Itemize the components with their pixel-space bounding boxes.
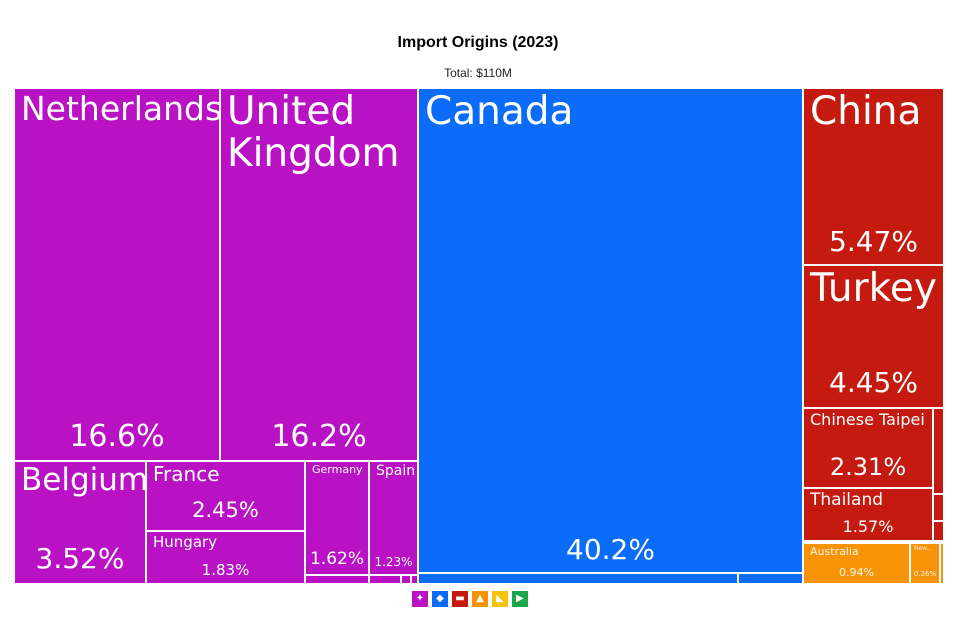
tile-percent: 2.45% xyxy=(192,498,259,522)
treemap-tile-minor[interactable] xyxy=(803,541,944,543)
treemap-tile-minor[interactable] xyxy=(418,573,738,584)
treemap-tile-minor[interactable] xyxy=(940,543,944,584)
treemap-tile-thailand[interactable]: Thailand 1.57% xyxy=(803,488,933,541)
treemap-tile-france[interactable]: France 2.45% xyxy=(146,461,305,531)
tile-label: Chinese Taipei xyxy=(810,410,925,429)
north-america-icon[interactable]: ◆ xyxy=(432,591,448,607)
treemap-tile-australia[interactable]: Australia 0.94% xyxy=(803,543,910,584)
treemap-tile-minor[interactable] xyxy=(305,575,369,584)
treemap-tile-turkey[interactable]: Turkey 4.45% xyxy=(803,265,944,408)
tile-label: United Kingdom xyxy=(227,89,400,177)
tile-percent: 3.52% xyxy=(35,542,125,575)
treemap-tile-minor[interactable] xyxy=(933,521,944,541)
europe-icon[interactable]: ✦ xyxy=(412,591,428,607)
tile-label: Hungary xyxy=(153,533,218,551)
treemap-tile-minor[interactable] xyxy=(738,573,803,584)
region-legend: ✦ ◆ ▬ ▲ ◣ ▶ xyxy=(412,591,528,609)
africa-icon[interactable]: ◣ xyxy=(492,591,508,607)
tile-percent: 1.23% xyxy=(374,555,413,569)
treemap-tile-minor[interactable] xyxy=(411,575,418,584)
treemap-tile-minor[interactable] xyxy=(369,575,401,584)
tile-percent: 2.31% xyxy=(829,453,907,481)
treemap-tile-united-kingdom[interactable]: United Kingdom 16.2% xyxy=(220,88,418,461)
tile-label: Canada xyxy=(425,89,574,134)
tile-label: Australia xyxy=(810,545,859,558)
tile-label: Spain xyxy=(376,463,416,479)
tile-label: New... xyxy=(914,545,933,552)
tile-percent: 0.94% xyxy=(839,566,874,579)
treemap-tile-new[interactable]: New... 0.26% xyxy=(910,543,940,584)
treemap-tile-germany[interactable]: Germany 1.62% xyxy=(305,461,369,575)
treemap-tile-china[interactable]: China 5.47% xyxy=(803,88,944,265)
treemap-tile-chinese-taipei[interactable]: Chinese Taipei 2.31% xyxy=(803,408,933,488)
tile-percent: 1.62% xyxy=(309,549,364,569)
tile-label: China xyxy=(810,89,922,134)
tile-label: France xyxy=(153,462,220,486)
tile-percent: 16.2% xyxy=(271,419,367,454)
tile-percent: 1.83% xyxy=(201,561,250,579)
treemap-tile-canada[interactable]: Canada 40.2% xyxy=(418,88,803,573)
treemap-tile-hungary[interactable]: Hungary 1.83% xyxy=(146,531,305,584)
treemap-tile-netherlands[interactable]: Netherlands 16.6% xyxy=(14,88,220,461)
tile-percent: 0.26% xyxy=(913,570,937,578)
tile-percent: 40.2% xyxy=(566,533,655,566)
tile-label: Belgium xyxy=(21,462,146,498)
treemap-tile-minor[interactable] xyxy=(401,575,411,584)
tile-label: Germany xyxy=(312,463,363,476)
oceania-icon[interactable]: ▲ xyxy=(472,591,488,607)
tile-percent: 5.47% xyxy=(829,225,918,258)
tile-label: Turkey xyxy=(810,266,937,311)
treemap-tile-minor[interactable] xyxy=(933,408,944,494)
treemap-tile-spain[interactable]: Spain 1.23% xyxy=(369,461,418,575)
chart-title: Import Origins (2023) xyxy=(397,34,559,51)
asia-icon[interactable]: ▬ xyxy=(452,591,468,607)
tile-label: Netherlands xyxy=(21,89,220,128)
south-america-icon[interactable]: ▶ xyxy=(512,591,528,607)
tile-percent: 4.45% xyxy=(829,366,918,399)
tile-percent: 1.57% xyxy=(842,517,894,536)
tile-percent: 16.6% xyxy=(69,419,165,454)
tile-label: Thailand xyxy=(810,490,884,510)
treemap-tile-minor[interactable] xyxy=(933,494,944,521)
treemap-tile-belgium[interactable]: Belgium 3.52% xyxy=(14,461,146,584)
chart-subtitle: Total: $110M xyxy=(444,66,512,80)
